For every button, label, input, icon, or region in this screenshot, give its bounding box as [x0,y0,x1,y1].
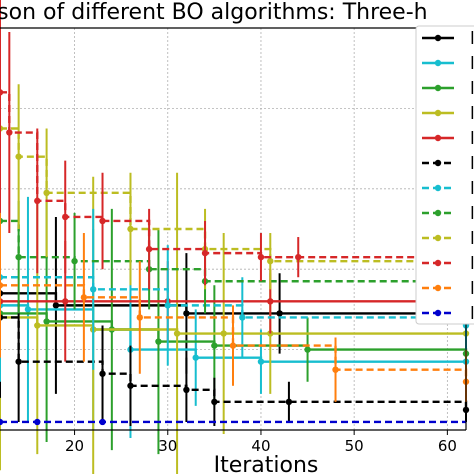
series-7 [0,160,470,314]
series-6-point-2 [164,302,171,309]
series-3-point-3 [173,330,181,337]
legend-label-1: l [470,54,474,74]
series-3-point-4 [220,330,227,337]
legend-marker-11 [434,309,442,317]
legend-label-0: l [470,29,474,49]
legend-marker-4 [434,134,442,142]
x-tick-label-3: 50 [345,437,364,455]
series-10-point-0 [0,282,4,289]
legend-marker-0 [434,34,442,42]
series-10 [0,212,470,402]
series-6-point-1 [90,286,97,293]
legend-marker-7 [434,209,442,217]
legend-label-9: l [470,254,474,274]
x-tick-label-1: 30 [158,437,177,455]
series-0 [0,192,470,394]
series-11-point-0 [0,418,4,426]
series-5-point-6 [285,398,293,406]
series-9-point-5 [145,245,153,253]
series-4-point-3 [267,298,274,305]
series-8 [0,48,470,290]
series-9 [0,0,470,290]
series-2-point-1 [43,318,50,325]
series-9-point-8 [295,253,302,261]
series-1-point-1 [24,306,32,313]
series-7-point-1 [15,253,22,261]
series-11-point-1 [34,418,41,426]
series-11 [0,418,466,426]
series-10-point-2 [136,314,143,321]
legend-label-6: l [470,179,474,199]
series-5-point-4 [183,386,190,393]
series-0-point-1 [52,302,60,309]
legend-label-5: l [470,154,474,174]
legend-box [415,25,474,325]
series-5 [0,237,470,426]
series-7-point-2 [71,257,78,265]
legend-marker-2 [434,84,442,92]
series-5-point-1 [15,358,22,365]
legend-marker-1 [434,59,442,67]
series-3 [0,164,470,474]
series-7-line [0,219,466,283]
series-0-point-2 [183,310,190,317]
series-9-point-7 [257,253,265,261]
series-9-point-3 [62,213,69,221]
series-2 [0,200,470,455]
series-9-point-2 [34,197,41,205]
x-axis-label: Iterations [214,453,319,474]
legend-label-11: l [470,304,474,324]
legend-label-7: l [470,204,474,224]
series-3-point-1 [34,322,41,329]
legend-label-2: l [470,79,474,99]
legend-marker-6 [434,184,442,192]
series-8-point-5 [267,257,274,265]
series-8-point-3 [127,225,134,233]
legend-marker-3 [434,109,442,117]
series-5-point-2 [99,370,106,377]
legend-marker-9 [434,259,442,267]
x-tick-label-4: 60 [438,437,457,455]
chart-title: rison of different BO algorithms: Three-… [0,0,428,25]
legend-label-10: l [470,279,474,299]
series-9-line [0,91,466,259]
legend-label-4: l [470,129,474,149]
series-0-point-3 [276,310,283,317]
series-6-point-3 [239,314,246,321]
series-9-point-1 [6,129,13,136]
series-10-point-3 [229,342,237,349]
series-5-line [0,316,468,410]
series-8-line [0,127,468,270]
series-4-point-1 [62,298,69,305]
series-1-point-5 [257,358,265,365]
legend-marker-10 [434,284,442,292]
series-9-point-6 [201,249,209,257]
series-9-point-4 [99,217,106,225]
legend-marker-8 [434,234,442,242]
legend-label-3: l [470,104,474,124]
series-10-point-4 [332,366,339,373]
series-2-point-3 [155,338,162,345]
series-2-point-4 [211,342,218,349]
series-5-point-5 [211,398,218,406]
series-9-point-0 [0,89,4,96]
series-1-point-4 [192,354,199,361]
series-5-point-3 [127,382,134,389]
x-tick-label-2: 40 [251,437,270,455]
series-2-point-5 [304,346,311,353]
series-8-point-2 [43,189,50,197]
series-10-point-1 [80,294,88,301]
x-tick-label-0: 20 [65,437,84,455]
legend-marker-5 [434,159,442,167]
series-6-line [0,276,468,326]
series-11-point-2 [99,418,106,426]
x-ticks: 20 30 40 50 60 [65,430,457,455]
legend-label-8: l [470,229,474,249]
series-8-point-1 [15,153,22,160]
